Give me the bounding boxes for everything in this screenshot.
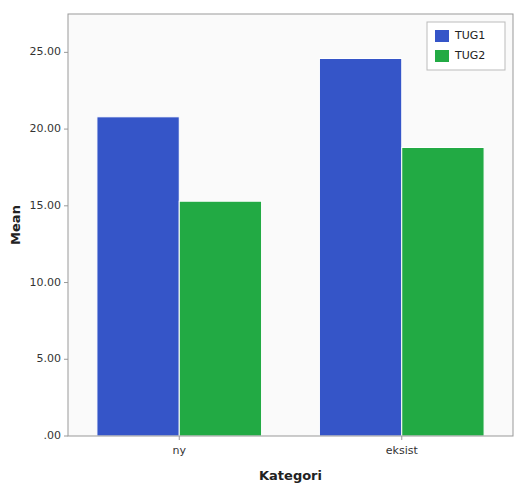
y-tick-label: .00 xyxy=(44,429,62,442)
legend-box xyxy=(427,22,505,70)
x-axis-label: Kategori xyxy=(259,468,322,483)
y-tick xyxy=(64,129,68,130)
legend-label: TUG2 xyxy=(454,49,485,62)
x-tick-label: eksist xyxy=(386,444,419,457)
y-tick-label: 20.00 xyxy=(30,122,62,135)
bars xyxy=(97,59,484,436)
y-tick xyxy=(64,205,68,206)
y-axis-label: Mean xyxy=(8,205,23,245)
y-tick-label: 15.00 xyxy=(30,199,62,212)
plot-frame xyxy=(68,14,513,436)
bar xyxy=(97,117,179,436)
legend-swatch xyxy=(435,50,449,62)
y-tick xyxy=(64,52,68,53)
y-tick-label: 10.00 xyxy=(30,276,62,289)
bar xyxy=(319,59,401,436)
legend-label: TUG1 xyxy=(454,29,485,42)
y-tick-label: 5.00 xyxy=(37,352,62,365)
legend-swatch xyxy=(435,30,449,42)
y-tick xyxy=(64,359,68,360)
bar xyxy=(402,148,484,436)
y-tick xyxy=(64,282,68,283)
legend: TUG1 TUG2 xyxy=(427,22,505,70)
x-tick xyxy=(401,436,402,440)
chart: .00 5.00 10.00 15.00 20.00 25.00 ny eksist Kateg… xyxy=(0,0,527,494)
bar xyxy=(179,201,261,436)
chart-root: .00 5.00 10.00 15.00 20.00 25.00 ny eksist Kateg… xyxy=(0,0,527,494)
x-tick-label: ny xyxy=(173,444,187,457)
y-tick xyxy=(64,436,68,437)
x-tick xyxy=(179,436,180,440)
plot-area xyxy=(68,14,513,436)
y-tick-label: 25.00 xyxy=(30,45,62,58)
